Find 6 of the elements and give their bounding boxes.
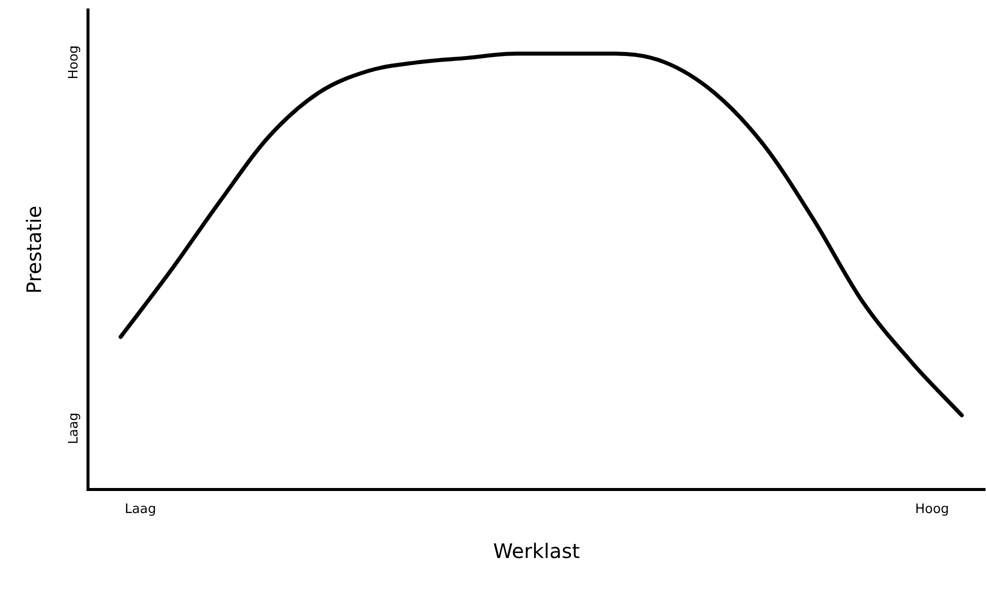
text: Hoog — [915, 502, 950, 517]
text: Laag — [66, 412, 82, 444]
x-axis-title: Werklast — [493, 539, 580, 564]
text: Hoog — [66, 45, 82, 80]
y-axis-title: Prestatie — [22, 206, 46, 294]
text: Laag — [124, 502, 156, 517]
